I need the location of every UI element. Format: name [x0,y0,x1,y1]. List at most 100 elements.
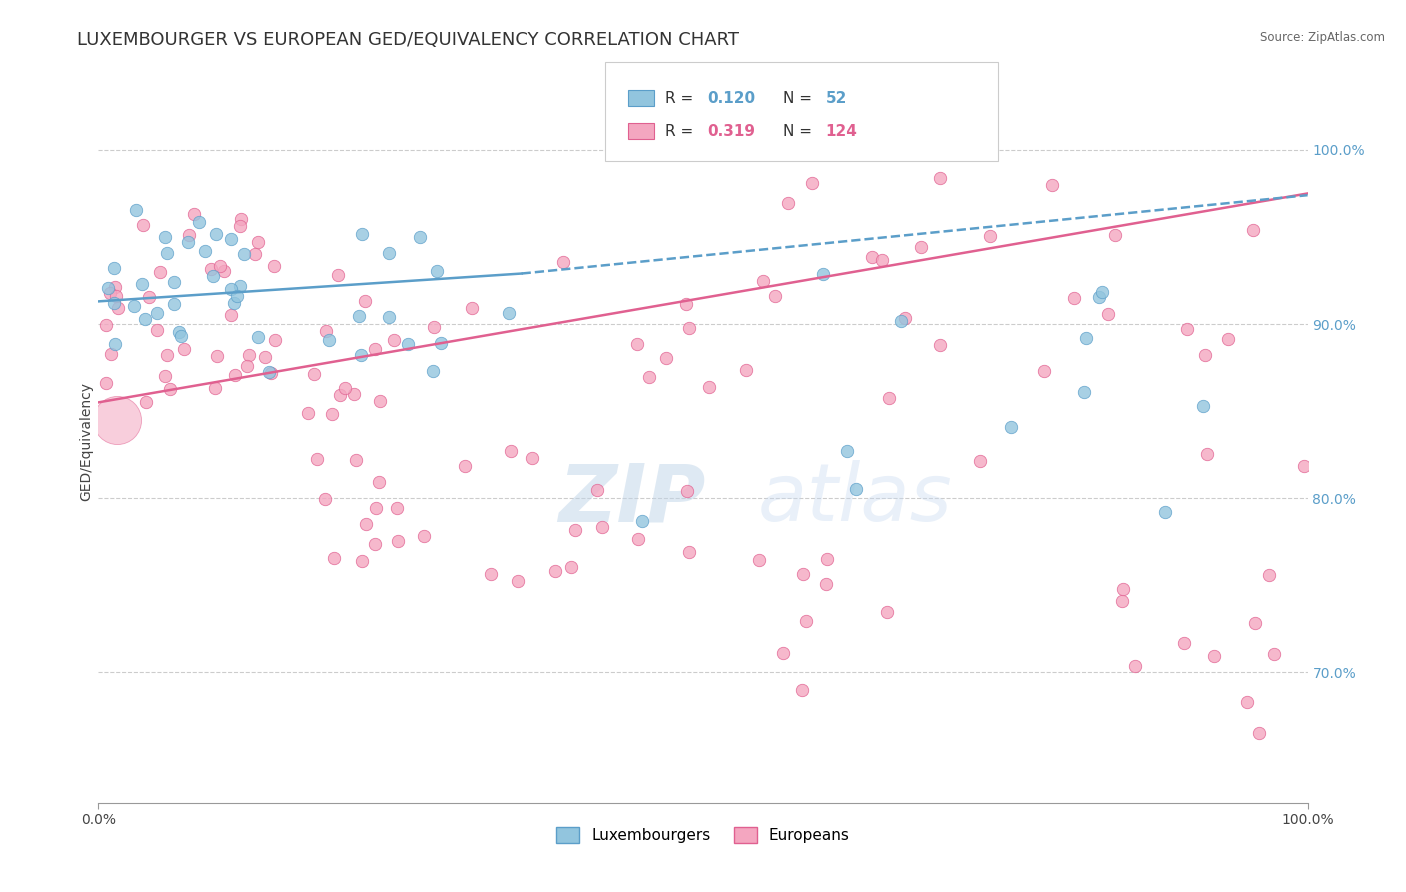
Point [354,517,377,532]
Point [910,240,932,254]
Point [243,247,266,261]
Point [212,264,235,278]
Point [232,247,254,261]
Text: LUXEMBOURGER VS EUROPEAN GED/EQUIVALENCY CORRELATION CHART: LUXEMBOURGER VS EUROPEAN GED/EQUIVALENCY… [77,31,740,49]
Point [138,290,160,304]
Point [347,309,370,323]
Point [264,333,287,347]
Point [1123,658,1146,673]
Point [1257,567,1279,582]
Text: 124: 124 [825,124,858,138]
Point [104,337,127,351]
Point [811,267,834,281]
Point [103,295,125,310]
Text: ZIP: ZIP [558,460,706,539]
Point [1063,291,1085,305]
Point [426,264,449,278]
Point [94,376,117,391]
Point [382,334,405,348]
Point [460,301,482,315]
Point [246,235,269,249]
Point [163,297,186,311]
Point [879,391,901,405]
Point [238,348,260,362]
Point [1202,648,1225,663]
Point [105,413,128,427]
Text: R =: R = [665,91,699,105]
Point [1000,420,1022,434]
Point [367,475,389,489]
Point [146,306,169,320]
Point [1192,400,1215,414]
Text: N =: N = [783,124,817,138]
Point [236,359,259,373]
Point [794,614,817,628]
Point [763,289,786,303]
Point [222,296,245,310]
Point [551,255,574,269]
Point [454,459,477,474]
Point [870,253,893,268]
Point [835,444,858,458]
Point [183,207,205,221]
Point [104,289,127,303]
Point [1294,459,1316,474]
Point [1194,348,1216,362]
Point [159,383,181,397]
Point [163,275,186,289]
Point [697,380,720,394]
Point [1218,332,1240,346]
Point [350,348,373,362]
Point [378,246,401,260]
Y-axis label: GED/Equivalency: GED/Equivalency [79,382,93,501]
Point [173,343,195,357]
Point [626,337,648,351]
Point [430,335,453,350]
Point [520,451,543,466]
Point [792,567,814,582]
Point [1032,364,1054,378]
Point [815,552,838,566]
Point [208,259,231,273]
Point [630,514,652,528]
Point [676,484,699,499]
Text: 0.120: 0.120 [707,91,755,105]
Point [387,501,409,516]
Point [201,269,224,284]
Point [257,365,280,379]
Point [1097,307,1119,321]
Point [929,337,952,351]
Point [1244,615,1267,630]
Point [315,324,337,338]
Point [1173,636,1195,650]
Point [772,646,794,660]
Point [104,279,127,293]
Point [969,454,991,468]
Point [100,347,122,361]
Point [219,231,242,245]
Point [169,325,191,339]
Point [329,388,352,402]
Point [1091,285,1114,300]
Text: Source: ZipAtlas.com: Source: ZipAtlas.com [1260,31,1385,45]
Point [225,288,247,302]
Point [790,682,813,697]
Point [155,230,177,244]
Point [122,299,145,313]
Point [205,349,228,363]
Point [344,452,367,467]
Point [260,366,283,380]
Point [564,524,586,538]
Point [254,350,277,364]
Point [194,244,217,258]
Point [368,394,391,409]
Point [314,491,336,506]
Point [1042,178,1064,192]
Point [544,564,567,578]
Point [318,333,340,347]
Point [131,277,153,292]
Point [894,311,917,326]
Text: 0.319: 0.319 [707,124,755,138]
Point [107,301,129,316]
Point [229,212,252,227]
